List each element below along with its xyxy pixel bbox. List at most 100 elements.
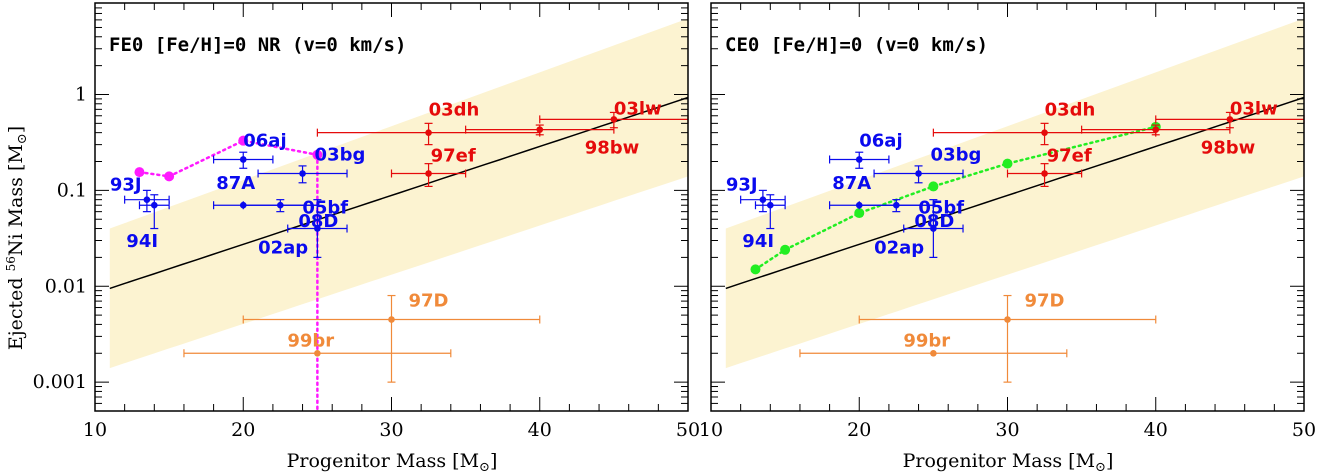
y-tick-label: 0.1 xyxy=(57,179,87,201)
model-points-line xyxy=(138,139,319,178)
sn-label-05bf: 05bf xyxy=(302,198,348,219)
model-point xyxy=(780,244,791,255)
data-point-99br: 99br xyxy=(799,330,1068,358)
x-tick-label: 50 xyxy=(676,419,700,441)
sn-label-03lw: 03lw xyxy=(614,98,662,119)
data-marker xyxy=(610,116,618,123)
data-point-05bf: 05bf xyxy=(287,198,348,258)
sn-label-98bw: 98bw xyxy=(585,138,640,159)
sn-label-03bg: 03bg xyxy=(931,144,982,165)
model-point xyxy=(928,181,939,192)
data-point-97ef: 97ef xyxy=(390,145,476,188)
data-marker xyxy=(239,156,247,163)
data-marker xyxy=(425,129,432,136)
data-point-06aj: 06aj xyxy=(828,130,903,169)
data-marker xyxy=(277,201,284,209)
sn-label-97d: 97D xyxy=(1025,291,1065,312)
panel-title: FE0 [Fe/H]=0 NR (v=0 km/s) xyxy=(109,34,406,56)
sn-label-02ap: 02ap xyxy=(874,237,924,258)
data-point-97d: 97D xyxy=(242,291,541,383)
y-tick-label: 1 xyxy=(75,83,87,105)
data-marker xyxy=(143,196,151,203)
data-point-03dh: 03dh xyxy=(932,100,1157,146)
data-marker xyxy=(915,170,922,177)
sn-label-02ap: 02ap xyxy=(258,237,308,258)
data-point-05bf: 05bf xyxy=(903,198,964,258)
data-marker xyxy=(767,201,774,209)
data-point-03dh: 03dh xyxy=(316,100,541,146)
data-marker xyxy=(314,225,321,232)
model-point xyxy=(238,135,249,146)
data-marker xyxy=(1152,126,1160,133)
data-point-99br: 99br xyxy=(183,330,452,358)
x-tick-label: 20 xyxy=(231,419,255,441)
data-marker xyxy=(759,196,767,203)
sn-label-87a: 87A xyxy=(832,173,871,194)
data-point-03bg: 03bg xyxy=(257,144,366,184)
panel-title: CE0 [Fe/H]=0 (v=0 km/s) xyxy=(725,34,988,56)
sn-label-94i: 94I xyxy=(126,231,158,252)
data-marker xyxy=(314,349,321,357)
data-marker xyxy=(425,170,432,177)
sn-label-03bg: 03bg xyxy=(315,144,366,165)
data-point-97d: 97D xyxy=(858,291,1157,383)
sn-label-08d: 08D xyxy=(914,211,954,232)
sn-label-99br: 99br xyxy=(903,330,950,351)
data-point-03lw: 03lw xyxy=(539,98,689,129)
x-tick-label: 30 xyxy=(379,419,403,441)
data-point-94i: 94I xyxy=(742,194,786,252)
sn-label-98bw: 98bw xyxy=(1201,138,1256,159)
sn-label-03dh: 03dh xyxy=(1045,100,1096,121)
x-tick-label: 20 xyxy=(847,419,871,441)
sn-label-93j: 93J xyxy=(110,175,142,196)
data-point-98bw: 98bw xyxy=(1081,124,1256,159)
data-point-08d: 08D xyxy=(858,199,954,232)
x-tick-label: 40 xyxy=(528,419,552,441)
model-point xyxy=(854,208,865,219)
sn-label-03lw: 03lw xyxy=(1230,98,1278,119)
sn-label-99br: 99br xyxy=(287,330,334,351)
sn-label-93j: 93J xyxy=(726,175,758,196)
data-marker xyxy=(1226,116,1234,123)
data-marker xyxy=(1004,316,1011,323)
data-marker xyxy=(536,126,544,133)
x-tick-label: 10 xyxy=(699,419,723,441)
data-point-06aj: 06aj xyxy=(213,130,287,169)
model-point xyxy=(312,149,323,160)
sn-label-97d: 97D xyxy=(409,291,449,312)
sn-label-05bf: 05bf xyxy=(918,198,964,219)
data-marker xyxy=(930,349,937,357)
sn-label-06aj: 06aj xyxy=(243,130,286,151)
data-point-97ef: 97ef xyxy=(1006,145,1092,188)
sn-label-97ef: 97ef xyxy=(1047,145,1092,166)
data-marker xyxy=(1041,170,1048,177)
sn-label-06aj: 06aj xyxy=(859,130,902,151)
sn-label-03dh: 03dh xyxy=(429,100,480,121)
data-point-08d: 08D xyxy=(242,199,338,232)
data-marker xyxy=(930,225,937,232)
x-tick-label: 40 xyxy=(1144,419,1168,441)
y-axis-title: Ejected 56Ni Mass [M⊙] xyxy=(4,126,30,350)
sn-label-08d: 08D xyxy=(298,211,338,232)
x-tick-label: 10 xyxy=(83,419,107,441)
y-tick-label: 0.001 xyxy=(33,371,87,393)
y-tick-label: 0.01 xyxy=(45,275,87,297)
data-point-94i: 94I xyxy=(126,194,170,252)
model-point xyxy=(750,264,761,275)
x-tick-label: 30 xyxy=(995,419,1019,441)
data-point-03bg: 03bg xyxy=(873,144,982,184)
data-marker xyxy=(151,201,158,209)
data-marker xyxy=(1041,129,1048,136)
data-marker xyxy=(893,201,900,209)
data-point-98bw: 98bw xyxy=(465,124,640,159)
x-axis-title-left: Progenitor Mass [M⊙] xyxy=(287,450,498,475)
data-point-93j: 93J xyxy=(110,175,170,213)
data-marker xyxy=(855,156,863,163)
x-tick-label: 50 xyxy=(1292,419,1316,441)
sn-label-87a: 87A xyxy=(216,173,255,194)
sn-label-94i: 94I xyxy=(742,231,774,252)
model-point xyxy=(1002,158,1013,169)
